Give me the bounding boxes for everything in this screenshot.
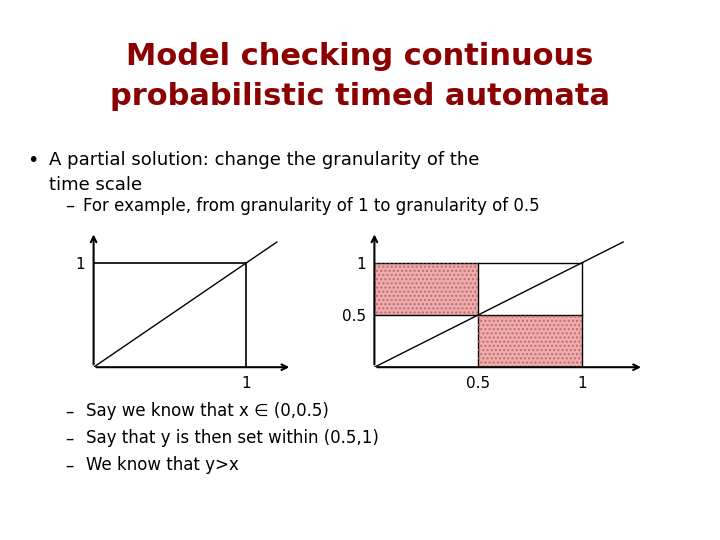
Text: –: – [65, 429, 73, 447]
Text: time scale: time scale [49, 176, 142, 193]
Text: probabilistic timed automata: probabilistic timed automata [110, 82, 610, 111]
Text: –: – [65, 197, 73, 215]
Text: –: – [65, 402, 73, 420]
Text: Say we know that x ∈ (0,0.5): Say we know that x ∈ (0,0.5) [86, 402, 329, 420]
Text: •: • [27, 151, 39, 170]
Bar [478, 315, 582, 367]
Text: Say that y is then set within (0.5,1): Say that y is then set within (0.5,1) [86, 429, 379, 447]
Text: A partial solution: change the granularity of the: A partial solution: change the granulari… [49, 151, 480, 169]
Text: –: – [65, 456, 73, 474]
Text: For example, from granularity of 1 to granularity of 0.5: For example, from granularity of 1 to gr… [83, 197, 539, 215]
Bar [374, 263, 478, 315]
Text: Model checking continuous: Model checking continuous [126, 42, 594, 71]
Bar [478, 315, 582, 367]
Bar [374, 263, 478, 315]
Text: We know that y>x: We know that y>x [86, 456, 239, 474]
